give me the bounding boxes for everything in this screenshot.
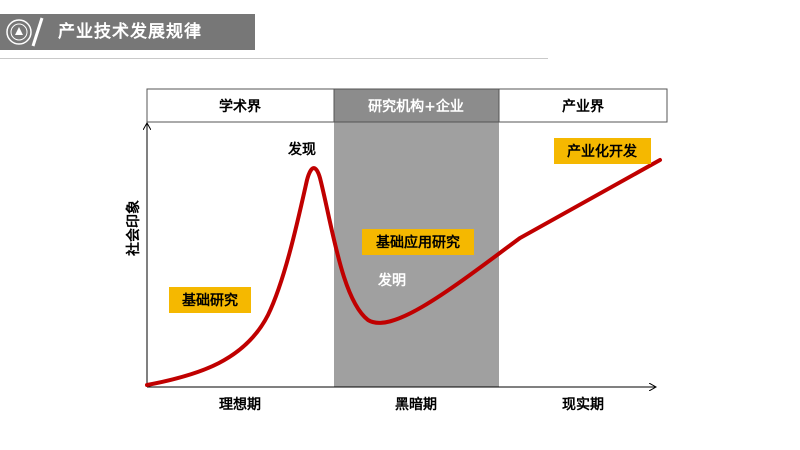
tag-industrialization-bg <box>554 138 651 164</box>
y-axis-label: 社会印象 <box>125 200 142 257</box>
tag-applied-research-bg <box>362 229 474 255</box>
annotation-discovery: 发现 <box>287 141 316 158</box>
annotation-invention: 发明 <box>377 272 406 289</box>
page-title: 产业技术发展规律 <box>58 22 202 42</box>
tag-applied-research: 基础应用研究 <box>376 234 460 251</box>
title-divider-slash <box>30 14 44 50</box>
phase-box-industry <box>498 88 668 123</box>
tag-industrialization: 产业化开发 <box>567 143 638 160</box>
phase-box-research-enterprise <box>333 88 500 123</box>
stage-label-reality: 现实期 <box>562 396 604 413</box>
university-seal-icon <box>4 14 34 50</box>
phase-label-industry: 产业界 <box>562 98 605 115</box>
development-curve <box>145 158 662 387</box>
phase-label-research-enterprise: 研究机构+企业 <box>368 98 464 115</box>
stage-label-dark: 黑暗期 <box>395 396 437 413</box>
stage-label-ideal: 理想期 <box>219 396 261 413</box>
phase-box-academia <box>146 88 335 123</box>
phase-label-academia: 学术界 <box>219 98 262 115</box>
tag-basic-research: 基础研究 <box>182 292 238 309</box>
tag-basic-research-bg <box>169 287 251 313</box>
header-divider <box>0 58 548 59</box>
